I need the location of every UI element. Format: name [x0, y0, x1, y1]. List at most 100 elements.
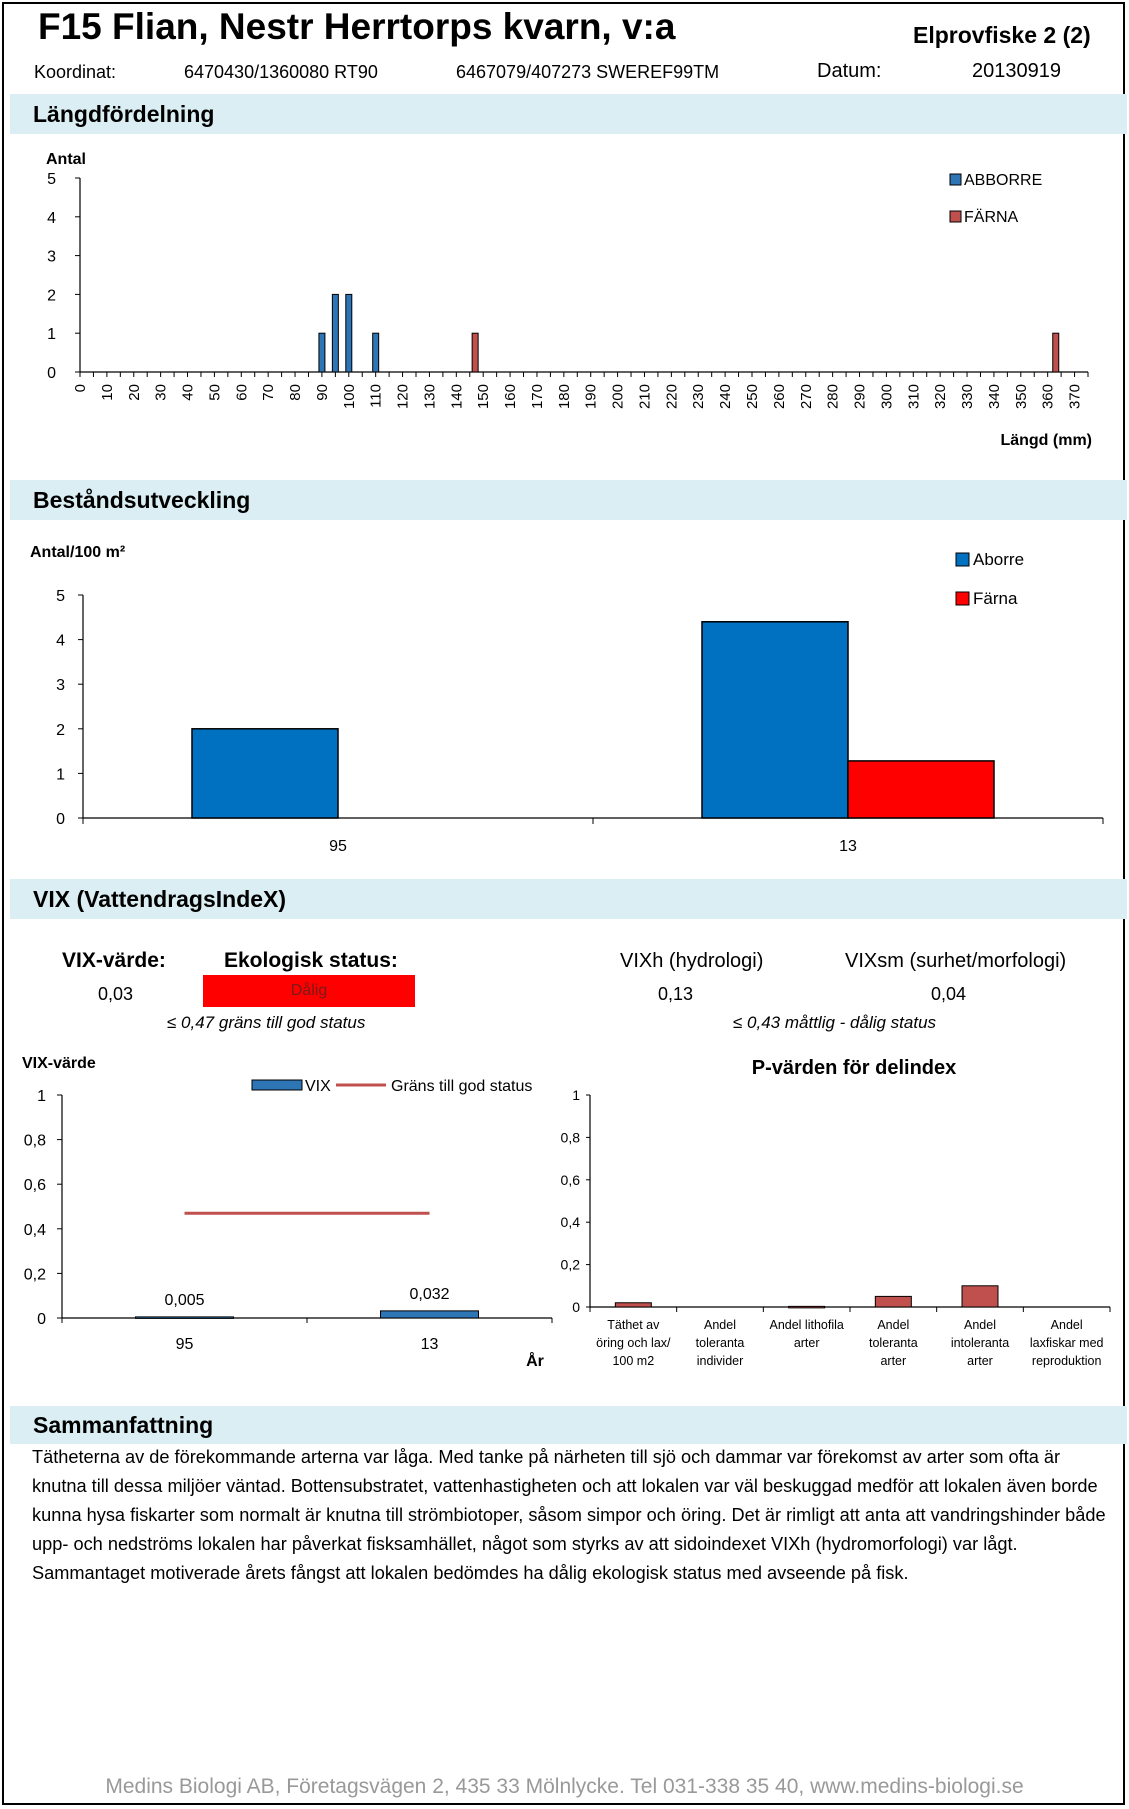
p-value-bar [874, 1295, 912, 1308]
vixsm-value: 0,04 [931, 984, 967, 1004]
p-category-label: Andel lithofila arter [769, 1318, 843, 1350]
vix-bar [380, 1310, 479, 1319]
stock-x-tick-label: 13 [839, 838, 857, 855]
p-value-bar [961, 1285, 999, 1308]
date-value: 20130919 [972, 60, 1061, 82]
p-category-label: Andel laxfiskar med reproduktion [1030, 1318, 1104, 1368]
stock-x-tick-label: 95 [329, 838, 347, 855]
p-y-tick-label: 0,4 [561, 1214, 581, 1230]
length-x-tick-label: 100 [341, 384, 358, 409]
length-bar-färna [471, 332, 479, 373]
vix-x-axis-label: År [526, 1351, 544, 1370]
vixh-label: VIXh (hydrologi) [620, 950, 764, 972]
length-x-tick-label: 180 [556, 384, 573, 409]
stock-bar-aborre [191, 728, 339, 819]
length-legend-swatch [949, 210, 962, 223]
section-title-summary: Sammanfattning [33, 1412, 214, 1438]
page-title: F15 Flian, Nestr Herrtorps kvarn, v:a [38, 6, 676, 47]
vix-y-tick-label: 0 [37, 1311, 46, 1328]
vix-y-tick-label: 0,2 [24, 1266, 46, 1283]
footer-text: Medins Biologi AB, Företagsvägen 2, 435 … [105, 1775, 1024, 1798]
vixh-value: 0,13 [658, 984, 694, 1004]
length-x-tick-label: 290 [852, 384, 869, 409]
section-title-length: Längdfördelning [33, 101, 215, 127]
stock-legend-swatch [955, 591, 970, 606]
length-x-tick-label: 90 [314, 384, 331, 401]
section-title-stock: Beståndsutveckling [33, 487, 251, 513]
length-x-tick-label: 60 [233, 384, 250, 401]
p-y-tick-label: 0,6 [561, 1172, 581, 1188]
vix-bar-label: 0,032 [409, 1286, 449, 1303]
length-legend-swatch [949, 173, 962, 186]
section-title-vix: VIX (VattendragsIndeX) [33, 886, 287, 912]
length-x-tick-label: 70 [260, 384, 277, 401]
length-x-tick-label: 300 [878, 384, 895, 409]
stock-bar-aborre [701, 621, 849, 819]
length-x-tick-label: 10 [99, 384, 116, 401]
stock-development-chart: Antal/100 m² 0 1 2 3 4 5 95 13 Aborre Färna [30, 544, 1104, 855]
length-x-tick-label: 200 [610, 384, 627, 409]
length-y-tick-label: 3 [47, 249, 56, 266]
stock-bar-färna [847, 760, 995, 819]
p-values-chart: P-värden för delindex 0 0,2 0,4 0,6 0,8 1 Täth… [561, 1057, 1111, 1368]
length-x-tick-label: 170 [529, 384, 546, 409]
length-x-tick-label: 340 [986, 384, 1003, 409]
section-band-stock [10, 480, 1127, 520]
length-x-tick-label: 260 [771, 384, 788, 409]
section-band-vix [10, 879, 1127, 919]
length-x-tick-label: 210 [636, 384, 653, 409]
vix-y-axis-label: VIX-värde [22, 1055, 96, 1072]
vix-y-tick-label: 1 [37, 1088, 46, 1105]
length-x-tick-label: 190 [583, 384, 600, 409]
length-x-tick-label: 20 [126, 384, 143, 401]
length-x-tick-label: 250 [744, 384, 761, 409]
length-y-tick-label: 2 [47, 287, 56, 304]
vix-value-label: VIX-värde: [62, 949, 166, 972]
length-x-tick-label: 320 [932, 384, 949, 409]
length-x-tick-label: 230 [690, 384, 707, 409]
stock-legend-swatch [955, 552, 970, 567]
vix-x-tick-label: 95 [176, 1336, 194, 1353]
vix-bar [135, 1316, 234, 1319]
length-x-tick-label: 220 [663, 384, 680, 409]
vix-bar-label: 0,005 [164, 1292, 204, 1309]
section-band-summary [10, 1406, 1127, 1444]
p-y-tick-label: 0,8 [561, 1129, 581, 1145]
vix-y-tick-label: 0,4 [24, 1222, 46, 1239]
eco-status-label: Ekologisk status: [224, 949, 398, 972]
length-x-tick-label: 370 [1067, 384, 1084, 409]
vix-threshold-note: ≤ 0,47 gräns till god status [167, 1013, 366, 1032]
length-x-tick-label: 150 [475, 384, 492, 409]
stock-y-tick-label: 2 [56, 722, 65, 739]
vix-chart: VIX-värde År 0 0,2 0,4 0,6 0,8 1 95 0,005 13 0,03… [22, 1055, 553, 1370]
stock-y-tick-label: 5 [56, 588, 65, 605]
vix-legend-label: VIX [305, 1078, 331, 1095]
length-y-tick-label: 5 [47, 171, 56, 188]
eco-status-badge: Dålig [203, 975, 415, 1007]
length-x-tick-label: 310 [905, 384, 922, 409]
coord-sweref: 6467079/407273 SWEREF99TM [456, 62, 720, 82]
length-x-tick-label: 280 [825, 384, 842, 409]
length-y-tick-label: 4 [47, 210, 56, 227]
length-x-tick-label: 360 [1040, 384, 1057, 409]
vix-legend-swatch [251, 1079, 303, 1091]
summary-text: Tätheterna av de förekommande arterna va… [32, 1447, 1106, 1583]
stock-y-tick-label: 1 [56, 766, 65, 783]
length-x-tick-label: 110 [368, 384, 385, 408]
stock-y-tick-label: 0 [56, 811, 65, 828]
length-bar-färna [1052, 332, 1060, 373]
vixsm-label: VIXsm (surhet/morfologi) [845, 950, 1067, 972]
length-x-tick-label: 160 [502, 384, 519, 409]
p-value-bar [614, 1302, 652, 1308]
date-label: Datum: [817, 60, 882, 82]
length-x-tick-label: 40 [180, 384, 197, 401]
length-x-tick-label: 140 [448, 384, 465, 409]
p-category-label: Andel intoleranta arter [951, 1318, 1009, 1368]
stock-y-tick-label: 3 [56, 677, 65, 694]
vix-x-tick-label: 13 [421, 1336, 439, 1353]
length-x-tick-label: 120 [395, 384, 412, 409]
eco-status-value: Dålig [290, 982, 328, 999]
stock-legend-label: Färna [973, 589, 1018, 608]
length-x-axis-label: Längd (mm) [1000, 432, 1092, 449]
p-category-label: Täthet av öring och lax/100 m2 [596, 1318, 671, 1368]
